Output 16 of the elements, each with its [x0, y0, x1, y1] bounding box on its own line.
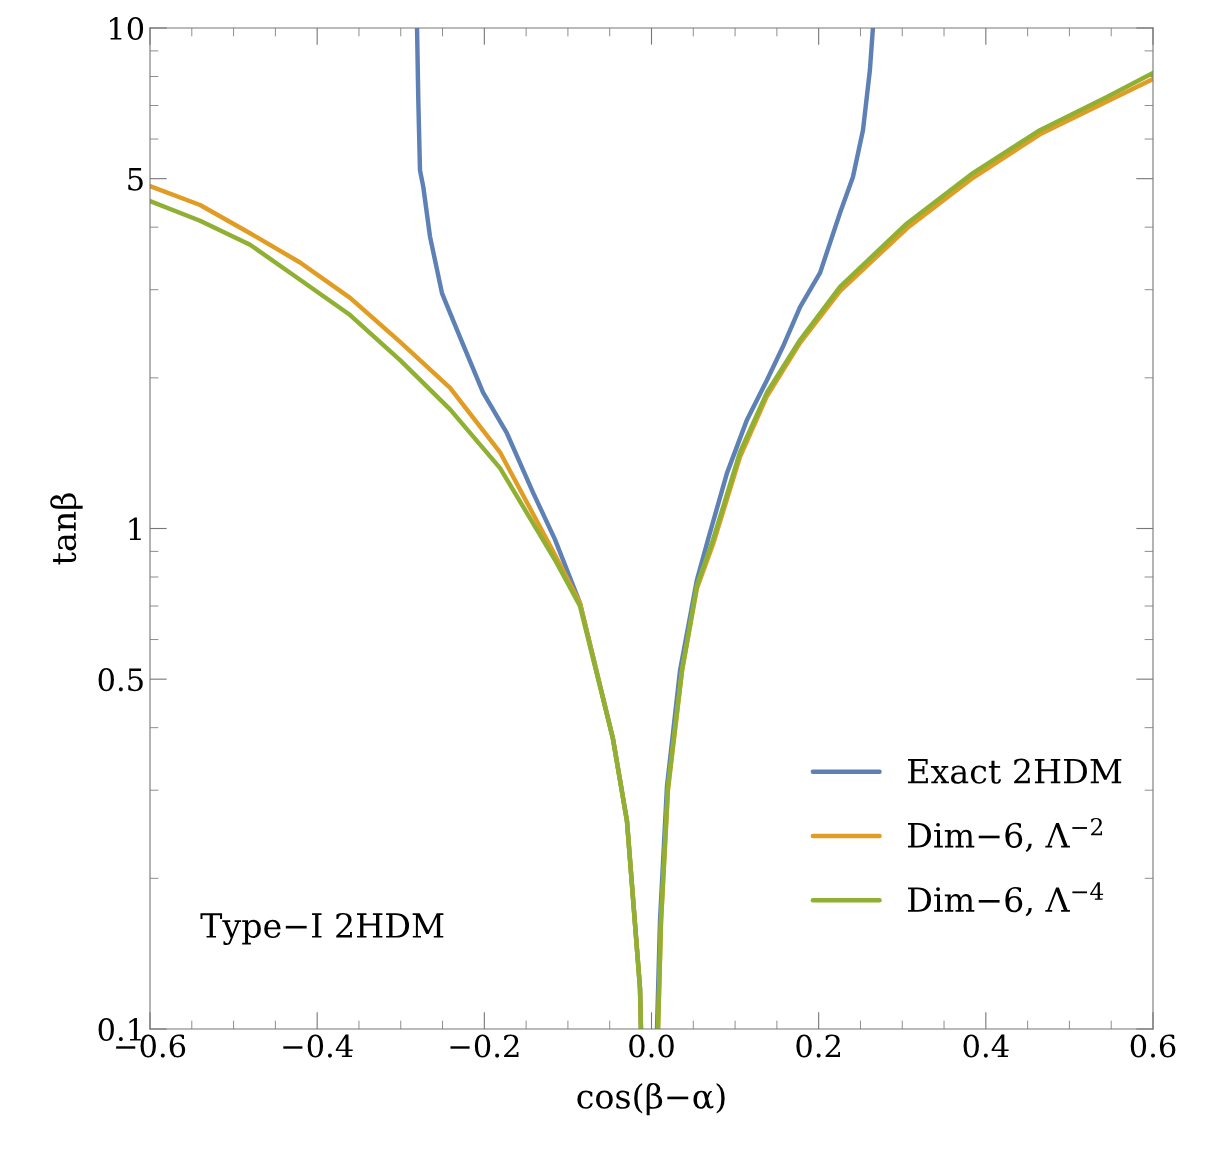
y-tick-label: 0.5	[98, 668, 143, 692]
legend-label: Exact 2HDM	[908, 758, 1122, 784]
annotation: Type−I 2HDM	[200, 912, 444, 946]
legend-label: Dim−6, Λ$^{−4}$	[908, 882, 1104, 917]
y-tick-label: 5	[128, 168, 143, 191]
x-axis-title: cos(β−α)	[577, 1082, 725, 1116]
x-tick-label: −0.2	[450, 1034, 519, 1058]
x-tick-label: 0.0	[629, 1034, 674, 1058]
legend-label: Dim−6, Λ$^{−2}$	[908, 817, 1103, 852]
y-tick-label: 1	[129, 517, 141, 541]
x-tick-label: −0.4	[283, 1034, 353, 1058]
y-tick-label: 10	[109, 16, 144, 41]
y-axis-title: tanβ	[50, 493, 83, 565]
x-tick-label: 0.2	[796, 1034, 840, 1058]
x-tick-label: 0.4	[963, 1034, 1009, 1058]
x-tick-label: 0.6	[1130, 1034, 1176, 1058]
